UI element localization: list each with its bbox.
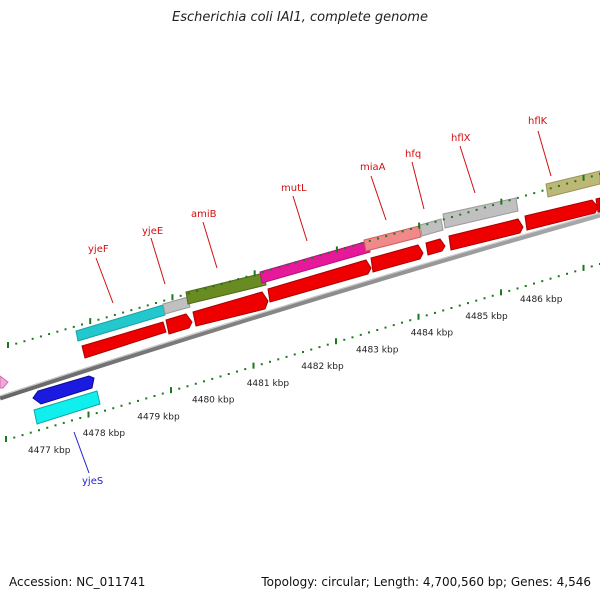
gene-labels: yjeS yjeF yjeE amiB mutL miaA hfq hflX h… [82, 116, 548, 487]
kbp-label: 4477 kbp [28, 446, 71, 456]
cds-arrow-miaA[interactable] [370, 244, 424, 273]
kbp-label: 4483 kbp [356, 345, 399, 355]
feature-track [0, 170, 600, 425]
gene-block-yjeE[interactable] [162, 296, 191, 315]
gene-block-hflK[interactable] [545, 170, 600, 198]
kbp-label: 4485 kbp [465, 312, 508, 322]
kbp-label: 4482 kbp [301, 362, 344, 372]
kbp-label: 4478 kbp [83, 429, 126, 439]
gene-label-yjeE[interactable]: yjeE [142, 226, 163, 237]
cds-arrow-amiB[interactable] [192, 291, 269, 327]
kbp-label: 4486 kbp [520, 295, 563, 305]
genome-stats-text: Topology: circular; Length: 4,700,560 bp… [261, 575, 591, 589]
gene-block-mutL[interactable] [259, 240, 371, 284]
label-leaders [73, 130, 552, 474]
kbp-label: 4479 kbp [137, 412, 180, 422]
upper-tick-track [7, 173, 600, 348]
gene-block-yjeS[interactable] [33, 390, 101, 425]
gene-block-hfq[interactable] [419, 218, 444, 237]
cds-arrow-hfq[interactable] [425, 238, 446, 256]
cds-arrow-yjeF[interactable] [81, 321, 167, 359]
accession-text: Accession: NC_011741 [9, 575, 146, 589]
cds-arrow-mutL[interactable] [267, 259, 372, 303]
gene-label-miaA[interactable]: miaA [360, 162, 386, 173]
gene-label-yjeS[interactable]: yjeS [82, 476, 103, 487]
gene-label-amiB[interactable]: amiB [191, 209, 217, 220]
kbp-scale-labels: 4477 kbp 4478 kbp 4479 kbp 4480 kbp 4481 kbp… [28, 295, 563, 456]
genome-backbone [0, 212, 600, 401]
kbp-label: 4480 kbp [192, 396, 235, 406]
map-title: Escherichia coli IAI1, complete genome [172, 10, 428, 25]
gene-block-miaA[interactable] [363, 225, 422, 252]
cds-arrow-hflX[interactable] [448, 218, 524, 251]
cds-arrow-hflC-partial[interactable] [595, 197, 600, 213]
gene-label-hfq[interactable]: hfq [405, 149, 421, 160]
gene-block-partial-left[interactable] [0, 375, 9, 389]
gene-label-hflK[interactable]: hflK [528, 116, 548, 127]
gene-label-hflX[interactable]: hflX [451, 133, 471, 144]
cds-arrow-yjeE[interactable] [165, 313, 193, 335]
cds-arrow-yjeS[interactable] [32, 375, 95, 405]
lower-tick-track [5, 263, 600, 442]
gene-block-hflX[interactable] [442, 197, 519, 229]
kbp-label: 4484 kbp [411, 329, 454, 339]
gene-label-yjeF[interactable]: yjeF [88, 244, 109, 255]
gene-label-mutL[interactable]: mutL [281, 183, 307, 194]
cds-arrow-hflK[interactable] [524, 199, 599, 231]
gene-block-yjeF[interactable] [75, 304, 166, 342]
kbp-label: 4481 kbp [247, 379, 290, 389]
